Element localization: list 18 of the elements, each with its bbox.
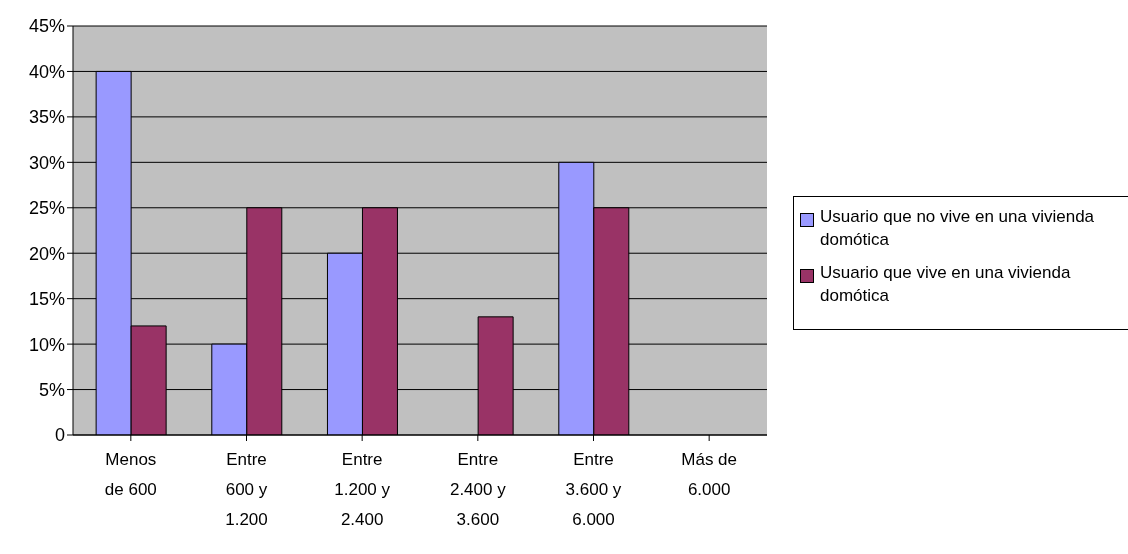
x-tick-label: Entre 3.600 y 6.000 [565, 450, 622, 529]
x-tick-label: Más de 6.000 [681, 450, 738, 499]
y-tick-label: 25% [28, 198, 65, 219]
y-tick-label: 20% [28, 243, 65, 264]
y-tick-label: 35% [28, 107, 65, 128]
y-tick-label: 10% [28, 334, 65, 355]
x-tick-label: Entre 2.400 y 3.600 [449, 450, 507, 529]
y-tick-label: 5% [38, 379, 65, 400]
x-tick-label: Entre 1.200 y 2.400 [334, 450, 391, 529]
x-tick-label: Menos de 600 [104, 450, 157, 499]
y-tick-label: 30% [28, 152, 65, 173]
y-tick-label: 15% [28, 289, 65, 310]
y-tick-label: 45% [28, 16, 65, 37]
y-tick-label: 40% [28, 61, 65, 82]
legend-label: Usuario que vive en una vivienda domótica [820, 262, 1072, 307]
y-tick-label: 0 [54, 425, 65, 446]
legend-label: Usuario que no vive en una vivienda domótica [820, 206, 1096, 251]
x-tick-label: Entre 600 y 1.200 [225, 450, 268, 529]
